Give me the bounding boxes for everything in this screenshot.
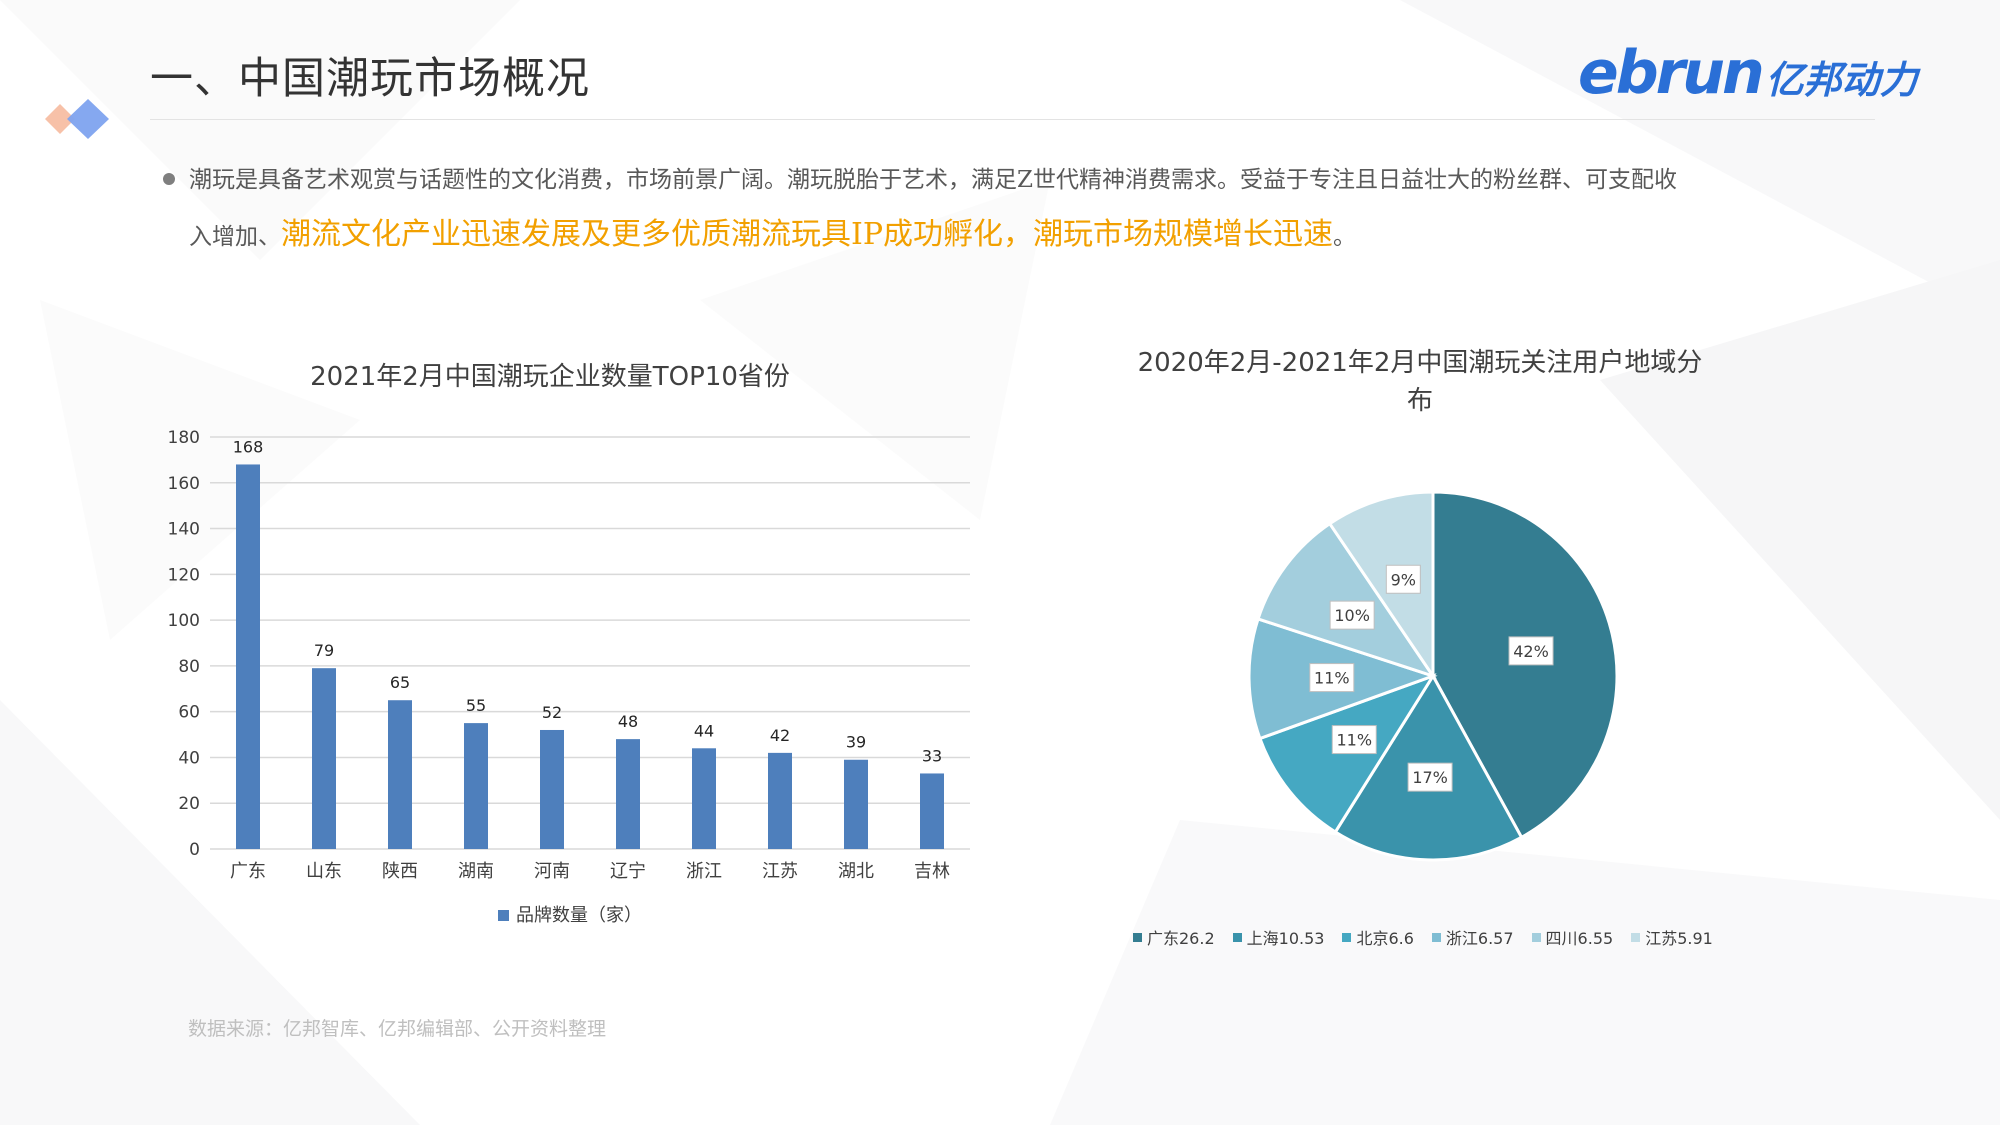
y-tick-label: 180 bbox=[168, 428, 200, 448]
bar-value-label: 168 bbox=[233, 437, 264, 456]
bar-value-label: 48 bbox=[618, 712, 638, 731]
pie-title-line-2: 布 bbox=[1406, 386, 1433, 416]
pie-legend-item: 四川6.55 bbox=[1531, 925, 1614, 949]
bar bbox=[616, 739, 640, 849]
logo-cn-text: 亿邦动力 bbox=[1765, 58, 1918, 102]
source-note: 数据来源：亿邦智库、亿邦编辑部、公开资料整理 bbox=[188, 1018, 607, 1040]
x-tick-label: 湖南 bbox=[458, 861, 494, 882]
ornament-diamond-orange bbox=[45, 104, 75, 134]
y-tick-label: 100 bbox=[168, 611, 200, 631]
page-title: 一、中国潮玩市场概况 bbox=[150, 54, 590, 104]
pie-legend-swatch bbox=[1531, 932, 1541, 942]
pie-slice bbox=[1327, 490, 1435, 681]
pie-label-box bbox=[1309, 663, 1355, 693]
pie-legend-swatch bbox=[1232, 932, 1242, 942]
x-tick-label: 浙江 bbox=[686, 861, 722, 882]
pie-legend-label: 北京6.6 bbox=[1356, 929, 1414, 948]
y-tick-label: 20 bbox=[178, 794, 200, 814]
pie-percent-label: 17% bbox=[1412, 768, 1448, 787]
intro-line-2: 入增加、潮流文化产业迅速发展及更多优质潮流玩具IP成功孵化，潮玩市场规模增长迅速… bbox=[189, 209, 1356, 253]
pie-percent-label: 42% bbox=[1513, 642, 1549, 661]
bar-legend-label: 品牌数量（家） bbox=[516, 905, 642, 926]
intro-line-2-prefix: 入增加、 bbox=[189, 224, 281, 250]
bar bbox=[844, 759, 868, 849]
pie-label-box bbox=[1385, 564, 1421, 594]
pie-legend-swatch bbox=[1342, 932, 1352, 942]
pie-percent-label: 9% bbox=[1391, 570, 1416, 589]
intro-highlight: 潮流文化产业迅速发展及更多优质潮流玩具IP成功孵化，潮玩市场规模增长迅速 bbox=[281, 217, 1334, 252]
bar-value-label: 44 bbox=[694, 721, 714, 740]
x-tick-label: 吉林 bbox=[914, 861, 950, 882]
pie-label-box bbox=[1407, 762, 1453, 792]
pie-percent-label: 11% bbox=[1336, 731, 1372, 750]
pie-label-box bbox=[1329, 600, 1375, 630]
ornament-diamond-blue bbox=[67, 99, 109, 139]
pie-legend-swatch bbox=[1431, 932, 1441, 942]
header-divider bbox=[150, 119, 1875, 120]
x-tick-label: 山东 bbox=[306, 861, 342, 882]
bar-value-label: 39 bbox=[846, 733, 866, 752]
brand-logo: ebrun 亿邦动力 bbox=[1578, 38, 1918, 108]
intro-line-2-suffix: 。 bbox=[1333, 224, 1357, 250]
bar bbox=[692, 748, 716, 849]
pie-legend-label: 上海10.53 bbox=[1246, 929, 1325, 948]
pie-legend-item: 浙江6.57 bbox=[1431, 925, 1514, 949]
bullet-dot bbox=[163, 173, 175, 185]
pie-label-box bbox=[1508, 636, 1554, 666]
bar bbox=[768, 752, 792, 849]
bar bbox=[920, 773, 944, 849]
bar-value-label: 55 bbox=[466, 696, 486, 715]
x-tick-label: 辽宁 bbox=[610, 861, 646, 882]
pie-legend-label: 江苏5.91 bbox=[1645, 929, 1713, 948]
pie-chart-title: 2020年2月-2021年2月中国潮玩关注用户地域分 布 bbox=[1100, 344, 1740, 420]
bar bbox=[540, 729, 564, 849]
pie-slice bbox=[1256, 521, 1437, 679]
y-tick-label: 160 bbox=[168, 474, 200, 494]
pie-legend-label: 浙江6.57 bbox=[1445, 929, 1514, 948]
y-tick-label: 120 bbox=[168, 565, 200, 585]
bar-value-label: 42 bbox=[770, 726, 790, 745]
bar-legend-swatch bbox=[498, 910, 509, 921]
x-tick-label: 广东 bbox=[230, 861, 266, 882]
bar-chart: 0 20 40 60 80 100 120 140 160 180 168 广东 79 山东 65 陕西 55 湖… bbox=[168, 428, 970, 926]
bar-legend: 品牌数量（家） bbox=[498, 905, 642, 926]
intro-line-1: 潮玩是具备艺术观赏与话题性的文化消费，市场前景广阔。潮玩脱胎于艺术，满足Z世代精… bbox=[189, 167, 1677, 193]
bar-value-label: 65 bbox=[390, 673, 410, 692]
pie-percent-label: 11% bbox=[1314, 669, 1350, 688]
y-tick-label: 80 bbox=[178, 657, 200, 677]
y-tick-label: 140 bbox=[168, 520, 200, 540]
pie-legend: 广东26.2 上海10.53 北京6.6 浙江6.57 四川6.55 江苏5.91 bbox=[1133, 925, 1731, 949]
pie-legend-swatch bbox=[1631, 932, 1641, 942]
bar bbox=[464, 723, 488, 849]
bar bbox=[312, 668, 336, 849]
x-tick-label: 陕西 bbox=[382, 861, 418, 882]
pie-chart: 42% 17% 11% 11% 10% 9% bbox=[1247, 490, 1619, 862]
pie-legend-item: 广东26.2 bbox=[1133, 925, 1215, 949]
x-tick-label: 湖北 bbox=[838, 861, 874, 882]
y-tick-label: 60 bbox=[178, 703, 200, 723]
bar-value-label: 52 bbox=[542, 703, 562, 722]
pie-legend-label: 广东26.2 bbox=[1147, 929, 1215, 948]
pie-legend-item: 上海10.53 bbox=[1232, 925, 1325, 949]
y-tick-label: 0 bbox=[189, 840, 200, 860]
x-tick-label: 河南 bbox=[534, 861, 570, 882]
x-tick-label: 江苏 bbox=[762, 861, 798, 882]
bar bbox=[236, 464, 260, 849]
bar bbox=[388, 700, 412, 849]
pie-label-box bbox=[1331, 725, 1377, 755]
logo-latin-text: ebrun bbox=[1578, 38, 1765, 108]
y-tick-label: 40 bbox=[178, 748, 200, 768]
bar-value-label: 33 bbox=[922, 746, 942, 765]
pie-percent-label: 10% bbox=[1334, 606, 1370, 625]
pie-legend-swatch bbox=[1133, 932, 1142, 942]
bar-chart-title: 2021年2月中国潮玩企业数量TOP10省份 bbox=[310, 362, 790, 392]
pie-legend-label: 四川6.55 bbox=[1545, 929, 1614, 948]
bar-value-label: 79 bbox=[314, 641, 334, 660]
pie-legend-item: 江苏5.91 bbox=[1631, 925, 1713, 949]
pie-legend-item: 北京6.6 bbox=[1342, 925, 1414, 949]
pie-title-line-1: 2020年2月-2021年2月中国潮玩关注用户地域分 bbox=[1137, 348, 1703, 378]
